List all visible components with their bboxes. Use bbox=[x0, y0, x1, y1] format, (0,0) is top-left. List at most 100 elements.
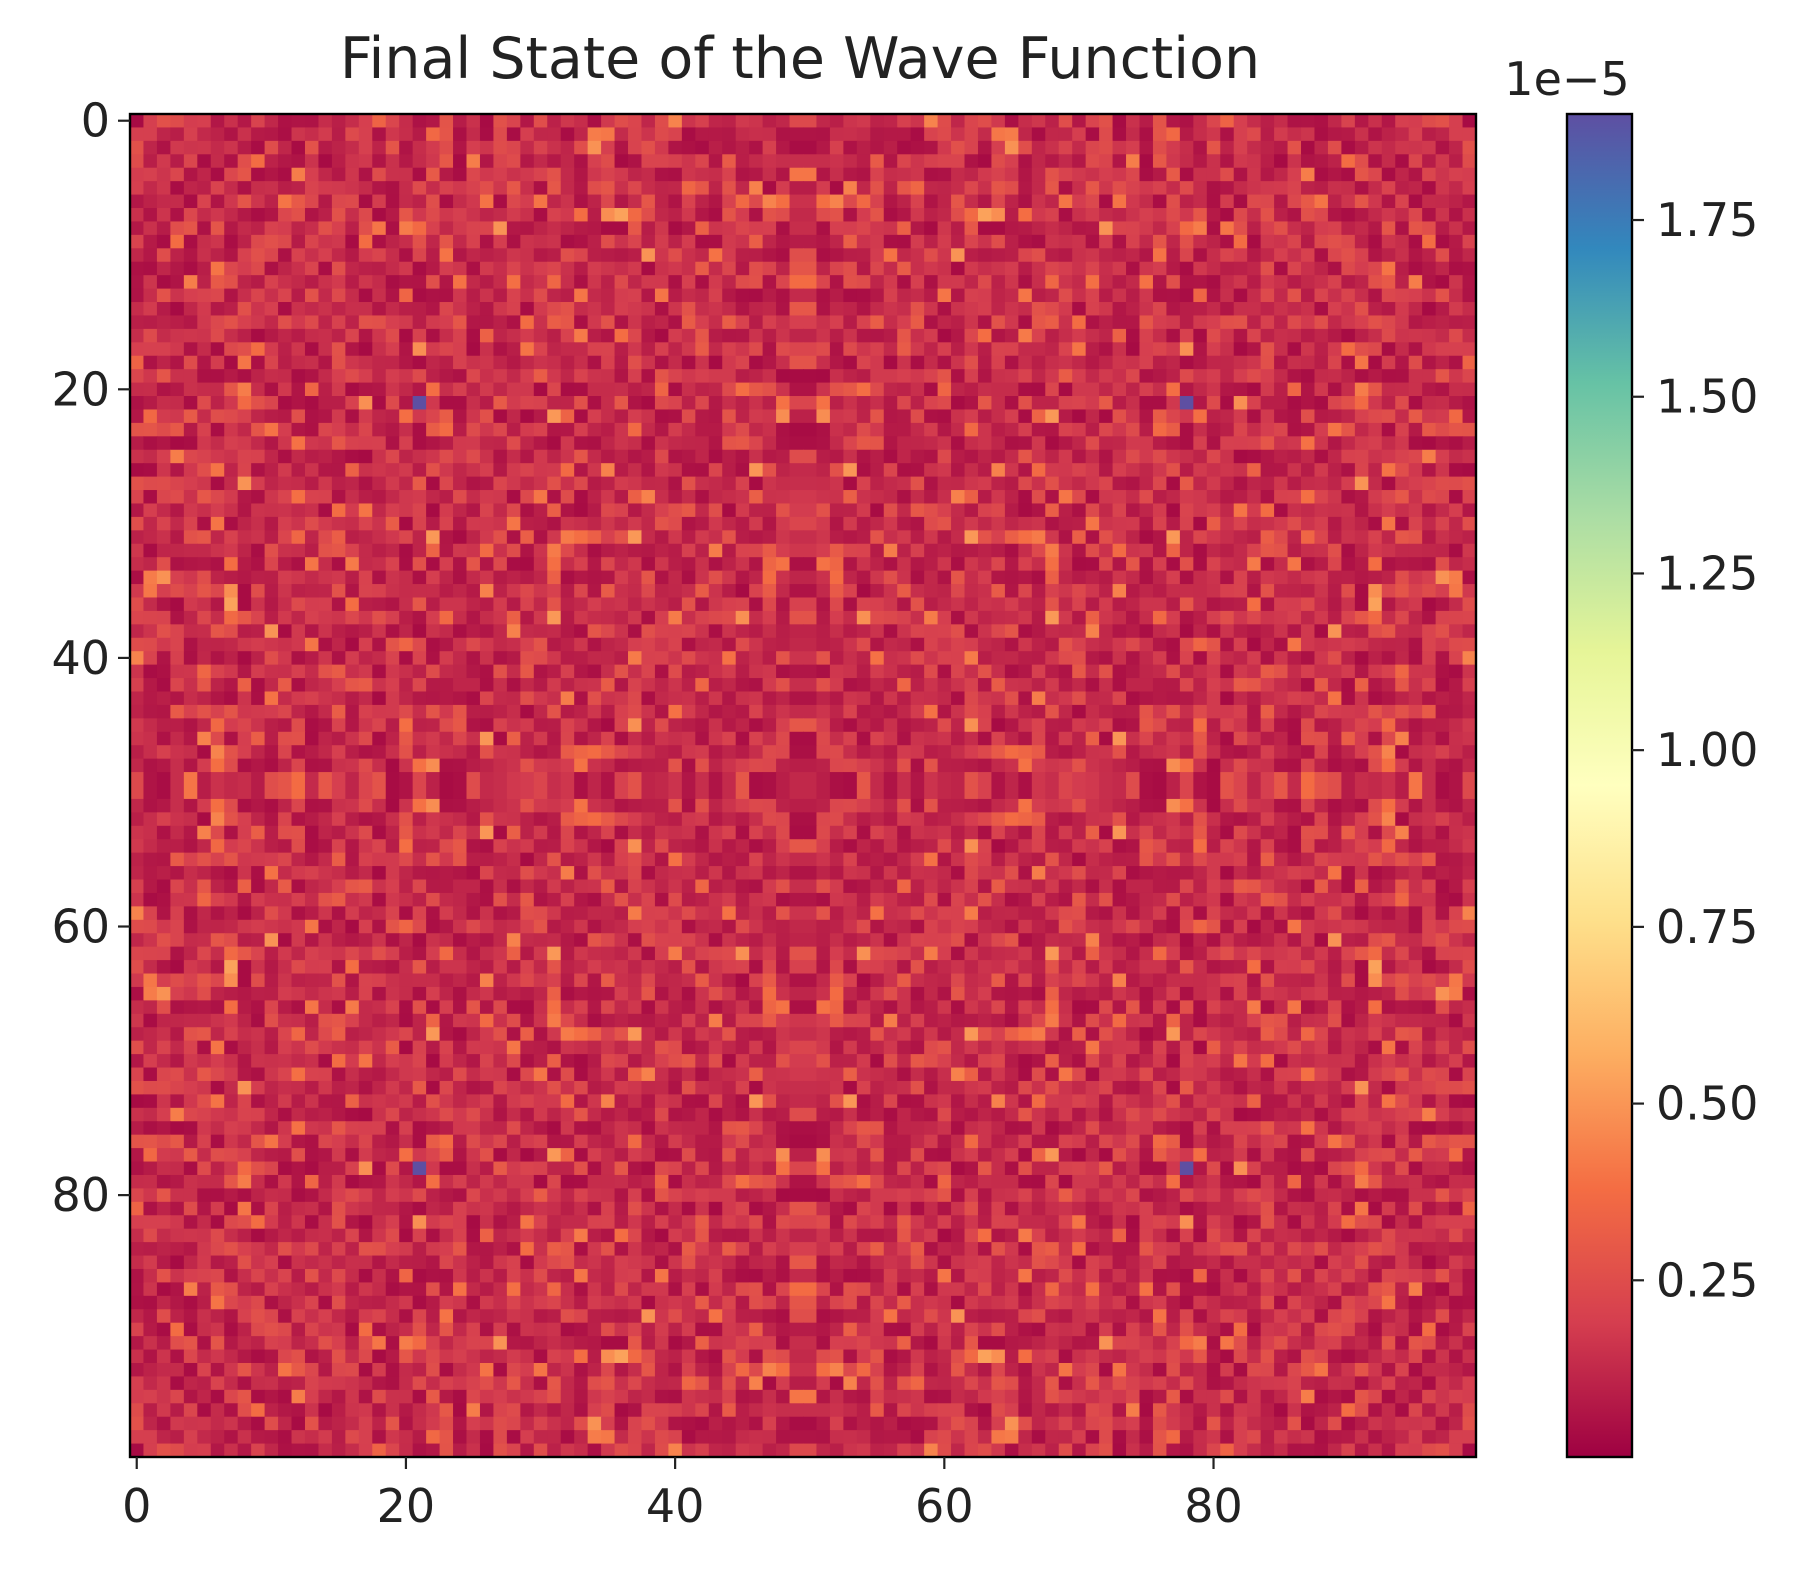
heatmap-cell bbox=[628, 114, 643, 129]
heatmap-cell bbox=[197, 651, 212, 666]
heatmap-cell bbox=[318, 355, 333, 370]
heatmap-cell bbox=[547, 664, 562, 679]
heatmap-cell bbox=[183, 597, 198, 612]
heatmap-cell bbox=[614, 275, 629, 290]
heatmap-cell bbox=[1274, 396, 1289, 411]
heatmap-cell bbox=[1126, 678, 1141, 693]
heatmap-cell bbox=[1193, 704, 1208, 719]
heatmap-cell bbox=[1179, 691, 1194, 706]
heatmap-cell bbox=[681, 516, 696, 531]
heatmap-cell bbox=[143, 288, 158, 303]
heatmap-cell bbox=[1058, 530, 1073, 545]
heatmap-cell bbox=[1139, 275, 1154, 290]
heatmap-cell bbox=[951, 436, 966, 451]
heatmap-cell bbox=[1327, 194, 1342, 209]
heatmap-cell bbox=[735, 557, 750, 572]
heatmap-cell bbox=[170, 315, 185, 330]
heatmap-cell bbox=[251, 181, 266, 196]
heatmap-cell bbox=[843, 369, 858, 384]
heatmap-cell bbox=[439, 516, 454, 531]
heatmap-cell bbox=[304, 261, 320, 276]
heatmap-cell bbox=[816, 704, 831, 719]
heatmap-cell bbox=[1045, 704, 1060, 719]
heatmap-cell bbox=[385, 114, 400, 129]
heatmap-cell bbox=[183, 167, 198, 182]
heatmap-cell bbox=[197, 718, 212, 733]
heatmap-cell bbox=[372, 154, 387, 169]
heatmap-cell bbox=[1004, 261, 1019, 276]
heatmap-cell bbox=[304, 570, 320, 585]
heatmap-cell bbox=[1058, 436, 1073, 451]
heatmap-cell bbox=[654, 678, 669, 693]
heatmap-cell bbox=[628, 530, 643, 545]
heatmap-cell bbox=[829, 610, 844, 625]
heatmap-cell bbox=[1368, 194, 1383, 209]
heatmap-cell bbox=[1260, 154, 1275, 169]
heatmap-cell bbox=[143, 396, 158, 411]
heatmap-cell bbox=[1099, 355, 1114, 370]
heatmap-cell bbox=[614, 516, 629, 531]
heatmap-cell bbox=[520, 530, 535, 545]
heatmap-cell bbox=[130, 449, 145, 464]
heatmap-cell bbox=[547, 436, 562, 451]
heatmap-cell bbox=[1085, 355, 1100, 370]
heatmap-cell bbox=[776, 584, 791, 599]
heatmap-cell bbox=[681, 597, 696, 612]
heatmap-cell bbox=[816, 422, 831, 437]
heatmap-cell bbox=[614, 543, 629, 558]
heatmap-cell bbox=[695, 315, 710, 330]
heatmap-cell bbox=[345, 194, 360, 209]
heatmap-cell bbox=[816, 637, 831, 652]
heatmap-cell bbox=[479, 396, 495, 411]
heatmap-cell bbox=[614, 342, 629, 357]
heatmap-cell bbox=[304, 167, 320, 182]
heatmap-cell bbox=[816, 382, 831, 397]
heatmap-cell bbox=[318, 114, 333, 129]
heatmap-cell bbox=[964, 704, 979, 719]
heatmap-cell bbox=[1368, 610, 1383, 625]
heatmap-cell bbox=[1045, 490, 1060, 505]
heatmap-cell bbox=[1206, 382, 1221, 397]
heatmap-cell bbox=[991, 557, 1006, 572]
heatmap-cell bbox=[533, 731, 548, 746]
heatmap-cell bbox=[264, 154, 279, 169]
heatmap-cell bbox=[197, 610, 212, 625]
heatmap-cell bbox=[1058, 557, 1073, 572]
heatmap-cell bbox=[1381, 557, 1396, 572]
heatmap-cell bbox=[183, 490, 198, 505]
heatmap-cell bbox=[1287, 745, 1302, 760]
heatmap-cell bbox=[345, 678, 360, 693]
heatmap-cell bbox=[1220, 718, 1235, 733]
heatmap-cell bbox=[1462, 745, 1477, 760]
heatmap-cell bbox=[735, 194, 750, 209]
heatmap-cell bbox=[870, 369, 885, 384]
heatmap-cell bbox=[614, 463, 629, 478]
heatmap-cell bbox=[856, 342, 871, 357]
heatmap-cell bbox=[1193, 731, 1208, 746]
heatmap-cell bbox=[1354, 530, 1369, 545]
heatmap-cell bbox=[453, 208, 468, 223]
heatmap-cell bbox=[547, 718, 562, 733]
heatmap-cell bbox=[951, 463, 966, 478]
heatmap-cell bbox=[412, 436, 427, 451]
heatmap-cell bbox=[1274, 208, 1289, 223]
heatmap-cell bbox=[385, 490, 400, 505]
heatmap-cell bbox=[291, 570, 306, 585]
heatmap-cell bbox=[1260, 731, 1275, 746]
heatmap-cell bbox=[345, 584, 360, 599]
heatmap-cell bbox=[1018, 610, 1033, 625]
heatmap-cell bbox=[399, 610, 414, 625]
heatmap-cell bbox=[1260, 516, 1275, 531]
heatmap-cell bbox=[654, 382, 669, 397]
heatmap-cell bbox=[668, 140, 683, 155]
heatmap-cell bbox=[1314, 369, 1329, 384]
heatmap-cell bbox=[264, 758, 279, 773]
heatmap-cell bbox=[1152, 369, 1168, 384]
heatmap-cell bbox=[506, 597, 521, 612]
heatmap-cell bbox=[1206, 718, 1221, 733]
heatmap-cell bbox=[1341, 731, 1356, 746]
heatmap-cell bbox=[1314, 758, 1329, 773]
heatmap-cell bbox=[251, 328, 266, 343]
heatmap-cell bbox=[533, 624, 548, 639]
heatmap-cell bbox=[951, 691, 966, 706]
